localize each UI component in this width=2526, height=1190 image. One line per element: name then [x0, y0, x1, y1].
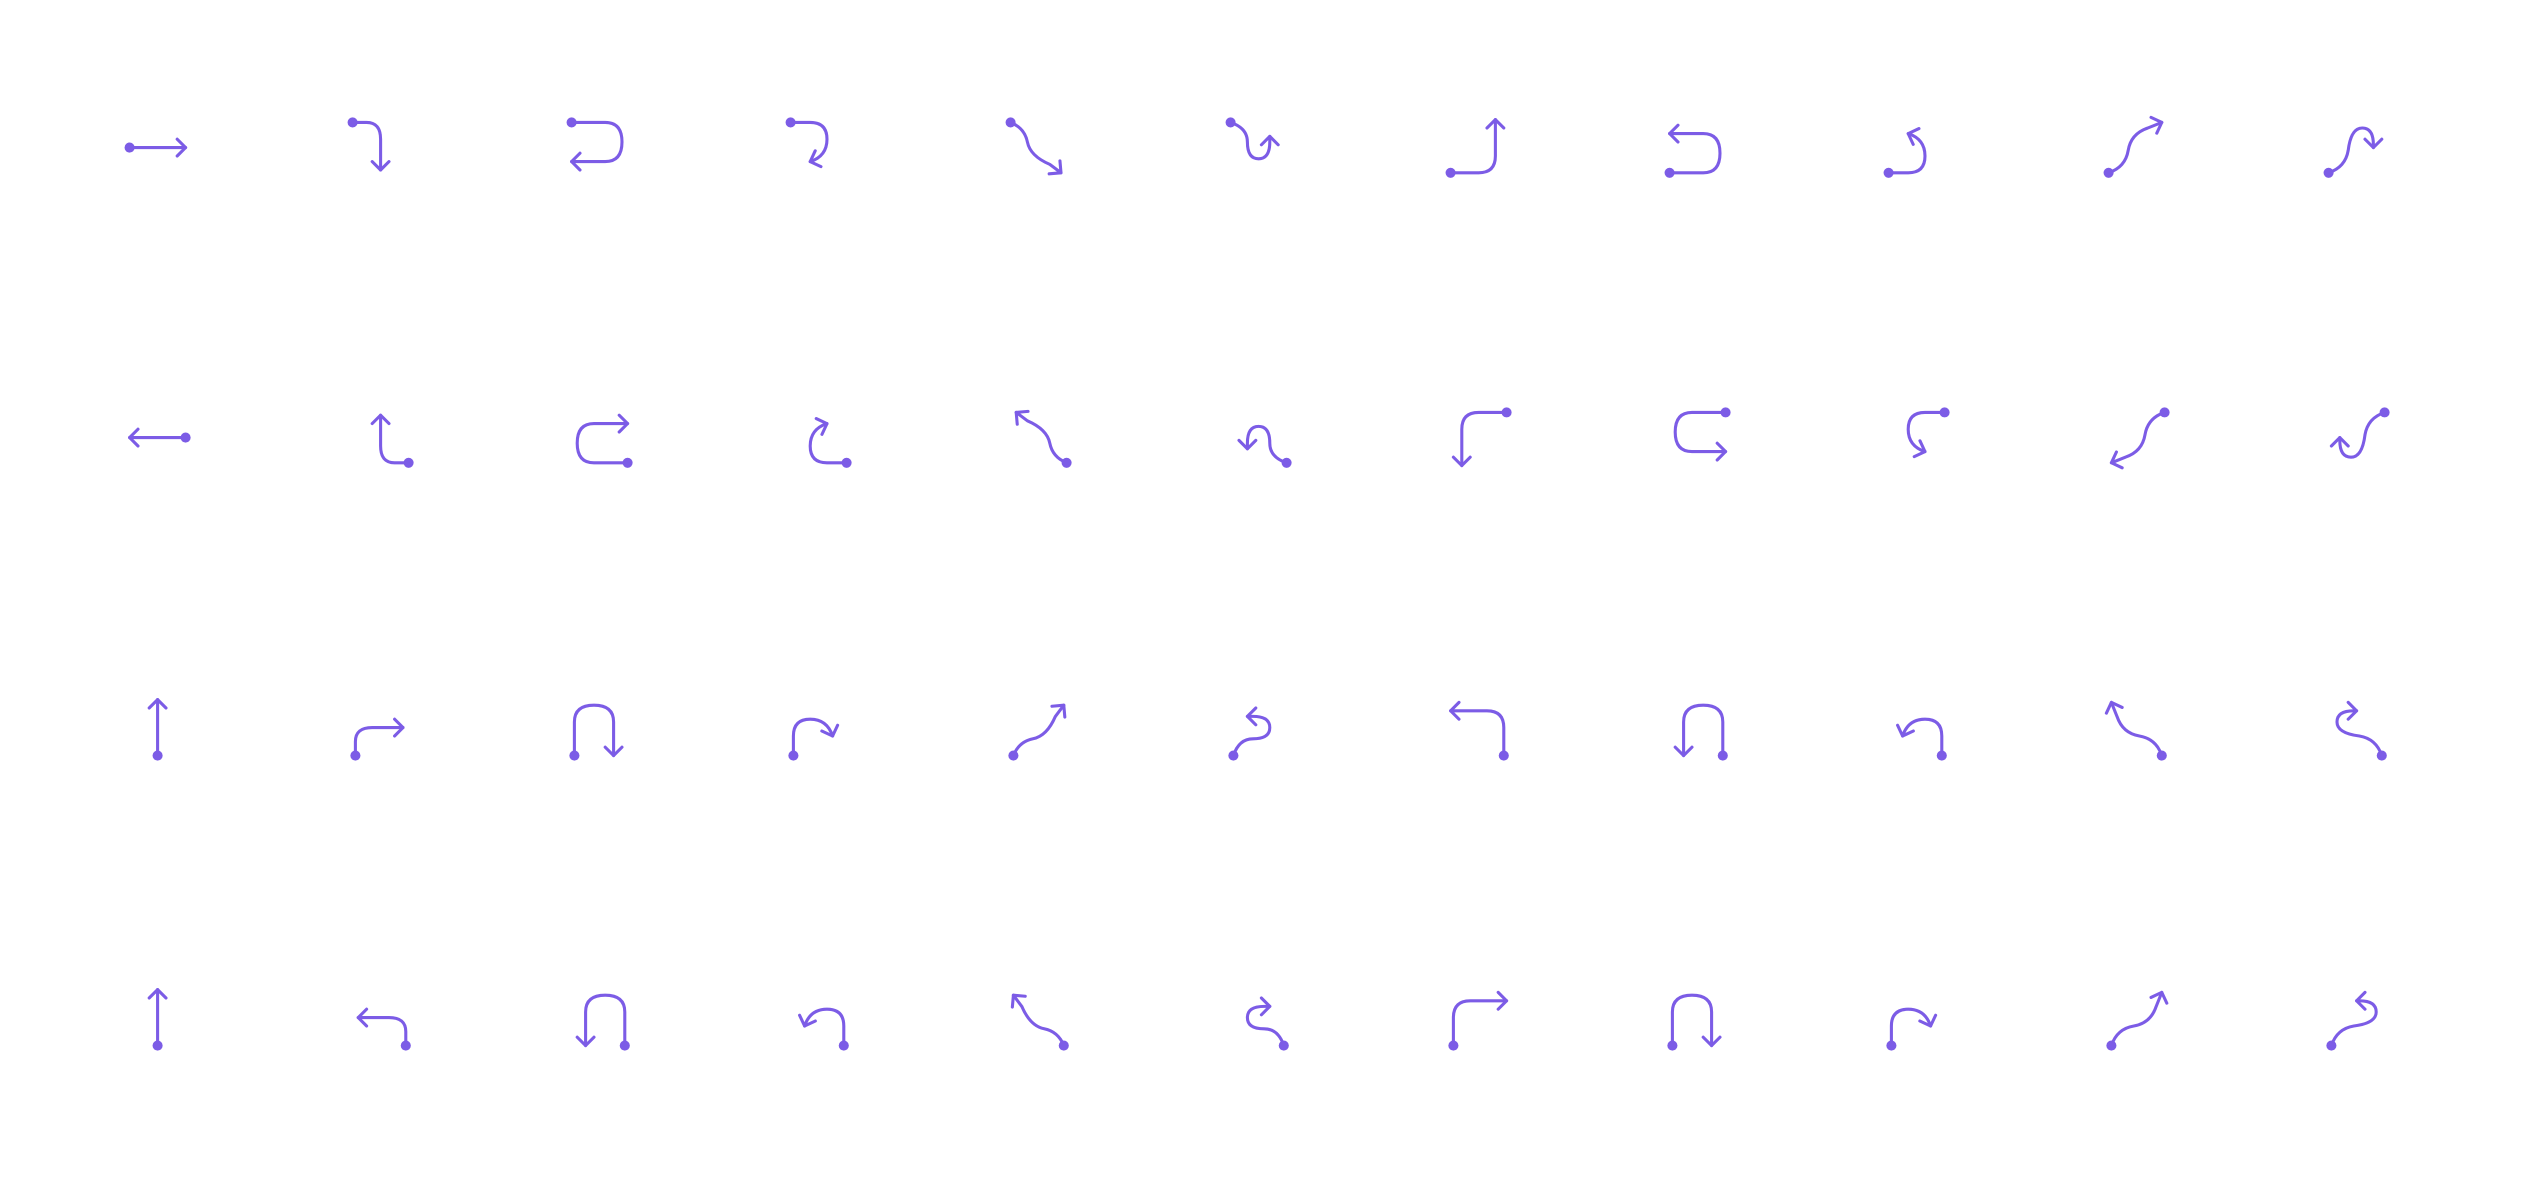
turn-left-down-from-dot-icon: [371, 414, 415, 469]
curve-up-left-from-dot-icon: [2110, 407, 2171, 470]
curve-up-left-from-dot-icon: [2105, 701, 2168, 762]
arrow-up-from-dot-icon: [148, 698, 168, 762]
turn-left-up-from-dot-icon: [1452, 407, 1513, 468]
wave-down-right-from-dot-icon: [2326, 991, 2379, 1052]
u-turn-down-from-dot-icon: [569, 704, 624, 762]
u-turn-up-from-dot-icon: [576, 994, 631, 1052]
turn-up-left-from-dot-icon: [1449, 701, 1510, 762]
u-turn-left-from-dot-icon: [566, 117, 624, 172]
turn-right-down-from-dot-icon: [347, 117, 391, 172]
loop-up-right-from-dot-icon: [798, 1008, 850, 1052]
loop-right-down-from-dot-icon: [809, 417, 853, 469]
arrow-right-from-dot-icon: [124, 138, 188, 158]
loop-right-back-from-dot-icon: [1907, 407, 1951, 459]
curve-down-right-from-dot-icon: [1005, 117, 1063, 176]
loop-down-left-from-dot-icon: [1896, 718, 1948, 762]
wave-up-left-alt-from-dot-icon: [2335, 701, 2388, 762]
turn-up-from-dot-icon: [1445, 118, 1506, 179]
loop-left-down-from-dot-icon: [785, 117, 829, 169]
curve-down-left-alt-from-dot-icon: [2106, 991, 2169, 1052]
u-turn-right-back-from-dot-icon: [1674, 407, 1732, 462]
turn-down-right-from-dot-icon: [357, 1008, 412, 1052]
u-turn-back-from-dot-icon: [1664, 124, 1722, 179]
curve-up-right-from-dot-icon: [2103, 116, 2164, 179]
u-turn-up-left-from-dot-icon: [1667, 994, 1722, 1052]
turn-up-right-from-dot-icon: [350, 718, 405, 762]
curve-up-right-from-dot-icon: [1008, 704, 1067, 762]
curve-down-right-alt-from-dot-icon: [1011, 994, 1070, 1052]
wave-left-down-from-dot-icon: [2330, 407, 2391, 460]
turn-down-left-from-dot-icon: [1448, 991, 1509, 1052]
wave-down-left-from-dot-icon: [1246, 996, 1290, 1052]
arrow-down-from-dot-icon: [148, 988, 168, 1052]
u-turn-down-left-from-dot-icon: [1674, 704, 1729, 762]
arrow-left-from-dot-icon: [128, 428, 192, 448]
wave-up-left-from-dot-icon: [1228, 706, 1272, 762]
wave-down-from-dot-icon: [2323, 126, 2384, 179]
loop-up-left-from-dot-icon: [1886, 1008, 1938, 1052]
u-turn-right-from-dot-icon: [576, 414, 634, 469]
wave-left-up-from-dot-icon: [1237, 425, 1293, 469]
loop-down-right-from-dot-icon: [788, 718, 840, 762]
loop-back-from-dot-icon: [1883, 127, 1927, 179]
wave-up-from-dot-icon: [1225, 117, 1281, 161]
curve-down-left-from-dot-icon: [1015, 410, 1073, 469]
